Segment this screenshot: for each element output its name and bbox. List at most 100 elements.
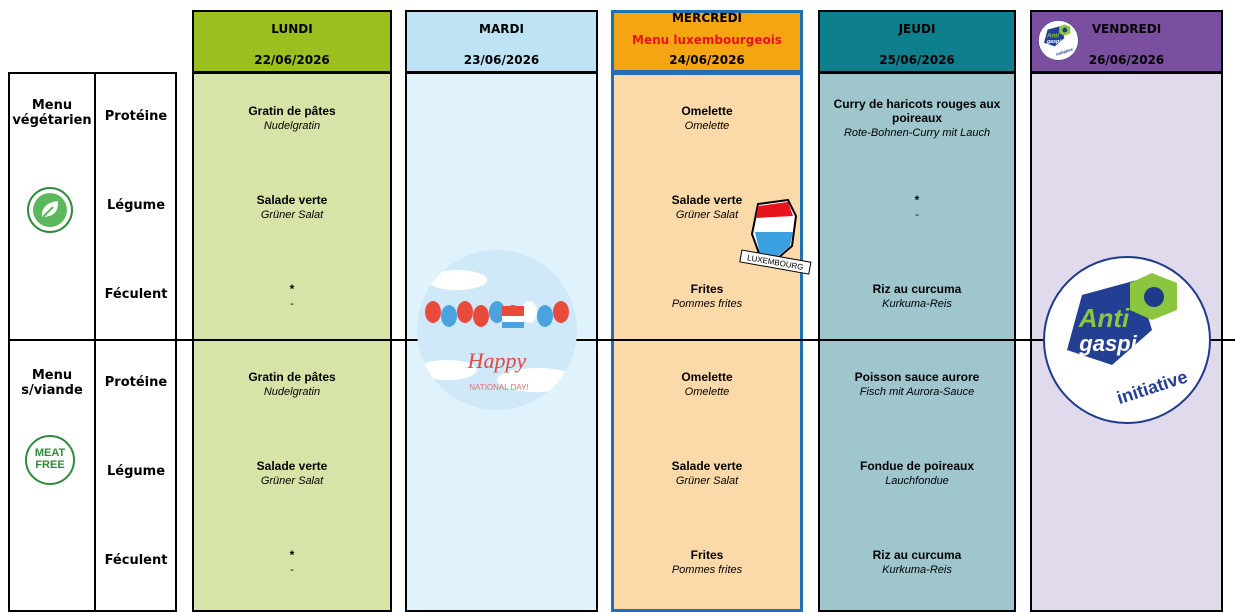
graphic (1062, 27, 1068, 33)
dish-name: Omelette (681, 104, 733, 118)
dish-translation: Pommes frites (671, 564, 743, 576)
dish-cell: Omelette Omelette (619, 104, 795, 132)
dish-cell: * - (200, 282, 384, 310)
day-date: 23/06/2026 (463, 53, 540, 67)
image-text: NATIONAL DAY! (469, 383, 528, 392)
graphic (42, 206, 54, 218)
day-name: LUNDI (271, 22, 313, 36)
day-name: MARDI (479, 22, 524, 36)
graphic (502, 322, 524, 328)
image-text: Anti (1078, 303, 1130, 333)
day-header (611, 10, 803, 73)
graphic (441, 305, 457, 327)
dish-cell: * - (826, 193, 1008, 221)
day-name: MERCREDI (671, 11, 743, 25)
dish-cell: Frites Pommes frites (619, 548, 795, 576)
icon-text: MEAT (35, 447, 66, 459)
graphic (553, 301, 569, 323)
dish-translation: Lauchfondue (885, 475, 949, 487)
dish-cell: Riz au curcuma Kurkuma-Reis (826, 282, 1008, 310)
graphic (473, 305, 489, 327)
dish-name: Omelette (681, 370, 733, 384)
dish-cell: Salade verte Grüner Salat (619, 459, 795, 487)
graphic: LUXEMBOURG (739, 198, 812, 275)
dish-name: Salade verte (671, 193, 743, 207)
graphic (457, 301, 473, 323)
dish-name: Curry de haricots rouges aux poireaux (833, 97, 1001, 125)
graphic (521, 301, 537, 323)
day-date: 26/06/2026 (1088, 53, 1165, 67)
dish-name: Frites (690, 548, 724, 562)
label-divider (94, 72, 96, 612)
dish-translation: Kurkuma-Reis (882, 298, 952, 310)
day-date: 24/06/2026 (669, 53, 745, 67)
dish-cell: Omelette Omelette (619, 370, 795, 398)
graphic (756, 202, 793, 218)
dish-translation: - (290, 298, 294, 310)
dish-name: Poisson sauce aurore (854, 370, 980, 384)
image-text: Happy (467, 348, 527, 373)
graphic (489, 301, 505, 323)
label-table (8, 72, 177, 612)
day-date: 22/06/2026 (254, 53, 330, 67)
dish-translation: Omelette (684, 120, 730, 132)
dish-name: * (914, 193, 920, 207)
graphic (755, 232, 793, 256)
category-label: Légume (106, 464, 166, 479)
veg-icon (25, 185, 75, 235)
graphic (739, 249, 812, 275)
day-body (192, 72, 392, 612)
dish-name: * (289, 548, 295, 562)
dish-translation: Grüner Salat (675, 475, 739, 487)
menu-label: Menu s/viande (21, 368, 83, 398)
antigaspi-logo-small: Anti gaspi initiative (1038, 20, 1079, 61)
dish-cell: Salade verte Grüner Salat (200, 193, 384, 221)
dish-cell: Gratin de pâtes Nudelgratin (200, 104, 384, 132)
day-header (192, 10, 392, 73)
dish-translation: Nudelgratin (263, 120, 321, 132)
graphic: Happy NATIONAL DAY! (417, 250, 577, 410)
graphic (417, 250, 577, 410)
day-note: Menu luxembourgeois (632, 33, 782, 47)
graphic (425, 301, 441, 323)
category-label: Protéine (104, 375, 168, 390)
dish-cell: * - (200, 548, 384, 576)
day-date: 25/06/2026 (879, 53, 955, 67)
image-text: Anti (1046, 32, 1059, 39)
graphic (1144, 287, 1164, 307)
dish-cell: Gratin de pâtes Nudelgratin (200, 370, 384, 398)
graphic (502, 316, 524, 322)
day-name: VENDREDI (1091, 22, 1162, 36)
day-name: JEUDI (898, 22, 936, 36)
dish-name: Salade verte (256, 459, 328, 473)
graphic (25, 435, 75, 485)
dish-name: Salade verte (256, 193, 328, 207)
day-body (818, 72, 1016, 612)
dish-cell: Poisson sauce aurore Fisch mit Aurora-Sau… (826, 370, 1008, 398)
image-text: initiative (1055, 46, 1074, 56)
category-label: Féculent (104, 553, 168, 568)
dish-translation: Kurkuma-Reis (882, 564, 952, 576)
dish-translation: Grüner Salat (675, 209, 739, 221)
dish-translation: Grüner Salat (260, 209, 324, 221)
dish-translation: Fisch mit Aurora-Sauce (859, 386, 975, 398)
category-label: Légume (106, 198, 166, 213)
dish-cell: Riz au curcuma Kurkuma-Reis (826, 548, 1008, 576)
dish-name: Gratin de pâtes (248, 104, 336, 118)
dish-cell: Salade verte Grüner Salat (200, 459, 384, 487)
dish-translation: Omelette (684, 386, 730, 398)
dish-translation: Rote-Bohnen-Curry mit Lauch (843, 127, 991, 139)
dish-name: Salade verte (671, 459, 743, 473)
national-day-image: Happy NATIONAL DAY! (417, 250, 577, 410)
meat-free-icon: MEAT FREE (22, 432, 78, 488)
dish-translation: Pommes frites (671, 298, 743, 310)
dish-name: * (289, 282, 295, 296)
day-body (611, 72, 803, 612)
luxembourg-sticker: LUXEMBOURG (738, 196, 812, 276)
dish-translation: Nudelgratin (263, 386, 321, 398)
